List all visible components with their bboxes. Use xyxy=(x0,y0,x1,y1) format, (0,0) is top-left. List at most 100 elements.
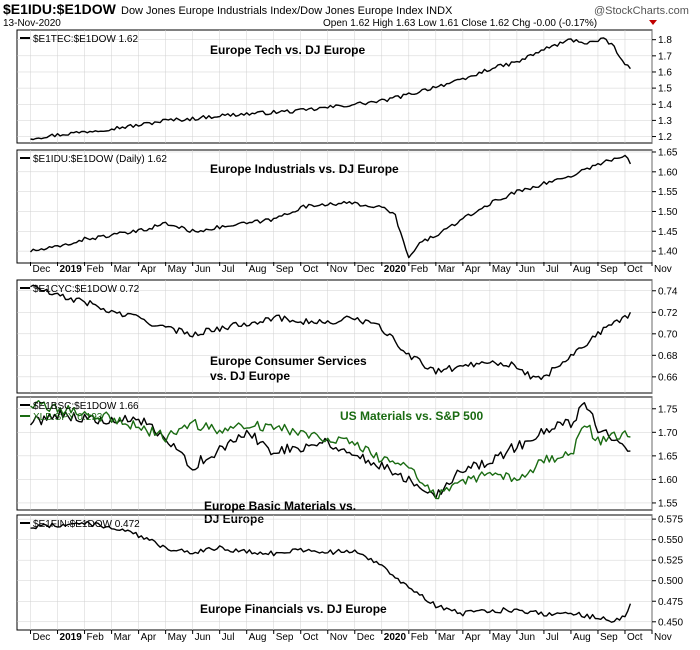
x-tick-label: Oct xyxy=(627,632,643,643)
panel-annotation: vs. DJ Europe xyxy=(210,369,290,383)
legend-label: $E1IDU:$E1DOW (Daily) 1.62 xyxy=(33,154,167,165)
x-tick-label: Apr xyxy=(141,632,157,643)
x-tick-label: 2019 xyxy=(60,632,83,643)
y-tick-label: 0.68 xyxy=(658,351,678,362)
y-tick-label: 1.40 xyxy=(658,247,678,258)
y-tick-label: 1.55 xyxy=(658,498,678,509)
x-tick-label: Feb xyxy=(87,264,105,275)
x-tick-label: Jul xyxy=(222,632,235,643)
x-tick-label: 2019 xyxy=(60,264,83,275)
x-tick-label: Jul xyxy=(546,264,559,275)
x-tick-label: Oct xyxy=(627,264,643,275)
legend-label: $E1CYC:$E1DOW 0.72 xyxy=(33,284,140,295)
y-tick-label: 1.75 xyxy=(658,404,678,415)
x-tick-label: May xyxy=(492,632,511,643)
y-tick-label: 0.72 xyxy=(658,308,678,319)
x-tick-label: Sep xyxy=(276,264,294,275)
x-tick-label: Jul xyxy=(222,264,235,275)
legend-label: $E1BSC:$E1DOW 1.66 xyxy=(33,401,139,412)
x-tick-label: Aug xyxy=(249,264,267,275)
x-tick-label: Mar xyxy=(114,264,132,275)
panel-1-series-1-line xyxy=(30,37,631,141)
x-tick-label: 2020 xyxy=(384,632,407,643)
y-tick-label: 0.525 xyxy=(658,556,683,567)
x-tick-label: Mar xyxy=(438,264,456,275)
x-tick-label: Aug xyxy=(573,264,591,275)
header-date: 13-Nov-2020 xyxy=(3,18,61,29)
y-tick-label: 0.450 xyxy=(658,617,683,628)
y-tick-label: 1.70 xyxy=(658,428,678,439)
panel-3-frame xyxy=(16,279,653,394)
x-tick-label: May xyxy=(168,632,187,643)
y-tick-label: 0.550 xyxy=(658,535,683,546)
y-tick-label: 0.70 xyxy=(658,329,678,340)
x-tick-label: Feb xyxy=(411,264,429,275)
plot-area: 1.2 1.3 1.4 1.5 1.6 1.7 1.8 $E1TEC:$E1DOW 1.62 E… xyxy=(16,29,683,643)
panel-4-series-1-line xyxy=(29,402,631,499)
x-tick-label: Feb xyxy=(411,632,429,643)
y-tick-label: 0.500 xyxy=(658,576,683,587)
x-tick-label: Apr xyxy=(141,264,157,275)
y-tick-label: 1.4 xyxy=(658,100,672,111)
y-tick-label: 1.50 xyxy=(658,207,678,218)
x-tick-label: Dec xyxy=(357,264,375,275)
x-tick-label: Apr xyxy=(465,632,481,643)
y-tick-label: 0.575 xyxy=(658,515,683,526)
y-tick-label: 1.3 xyxy=(658,116,672,127)
panel-4-series-2-line xyxy=(30,400,631,500)
header-ohlc: Open 1.62 High 1.63 Low 1.61 Close 1.62 … xyxy=(323,18,597,29)
y-tick-label: 1.7 xyxy=(658,51,672,62)
x-tick-label: Oct xyxy=(303,632,319,643)
y-tick-label: 1.65 xyxy=(658,147,678,158)
y-tick-label: 1.55 xyxy=(658,187,678,198)
panel-2-series-1-line xyxy=(29,154,632,259)
y-tick-label: 1.5 xyxy=(658,84,672,95)
x-tick-label: Sep xyxy=(600,632,618,643)
x-tick-label: Nov xyxy=(330,632,348,643)
panel-annotation: Europe Financials vs. DJ Europe xyxy=(200,602,387,616)
watermark: @StockCharts.com xyxy=(594,5,689,17)
x-tick-label: Mar xyxy=(114,632,132,643)
y-tick-label: 1.6 xyxy=(658,67,672,78)
x-tick-label: Jun xyxy=(519,264,535,275)
x-tick-label: Sep xyxy=(600,264,618,275)
x-tick-label: Sep xyxy=(276,632,294,643)
x-tick-label: Jun xyxy=(519,632,535,643)
panel-annotation: Europe Industrials vs. DJ Europe xyxy=(210,162,399,176)
header-symbol: $E1IDU:$E1DOW xyxy=(3,1,117,17)
legend-label: XLB:SPY 0.193 xyxy=(33,412,103,423)
y-tick-label: 1.60 xyxy=(658,475,678,486)
panel-annotation: Europe Consumer Services xyxy=(210,354,367,368)
legend-label: $E1TEC:$E1DOW 1.62 xyxy=(33,34,138,45)
y-tick-label: 0.74 xyxy=(658,286,678,297)
x-tick-label: May xyxy=(168,264,187,275)
y-tick-label: 0.475 xyxy=(658,597,683,608)
y-tick-label: 1.2 xyxy=(658,132,672,143)
x-tick-label: Dec xyxy=(357,632,375,643)
x-tick-label: Oct xyxy=(303,264,319,275)
x-tick-label: Nov xyxy=(654,632,672,643)
x-tick-label: May xyxy=(492,264,511,275)
down-arrow-icon xyxy=(649,20,657,25)
header-description: Dow Jones Europe Industrials Index/Dow J… xyxy=(121,5,453,17)
panel-annotation: Europe Tech vs. DJ Europe xyxy=(210,43,365,57)
legend-label: $E1FIN:$E1DOW 0.472 xyxy=(33,519,140,530)
y-tick-label: 1.8 xyxy=(658,35,672,46)
x-tick-label: Dec xyxy=(33,264,51,275)
x-tick-label: 2020 xyxy=(384,264,407,275)
panel-annotation-2: US Materials vs. S&P 500 xyxy=(340,409,484,423)
y-tick-label: 1.45 xyxy=(658,227,678,238)
x-tick-label: Dec xyxy=(33,632,51,643)
panel-annotation: Europe Basic Materials vs. xyxy=(204,499,356,513)
x-tick-label: Aug xyxy=(573,632,591,643)
panel-4-frame xyxy=(16,396,653,511)
y-tick-label: 1.60 xyxy=(658,167,678,178)
x-tick-label: Apr xyxy=(465,264,481,275)
x-tick-label: Nov xyxy=(330,264,348,275)
x-tick-label: Aug xyxy=(249,632,267,643)
x-tick-label: Mar xyxy=(438,632,456,643)
y-tick-label: 1.65 xyxy=(658,451,678,462)
y-tick-label: 0.66 xyxy=(658,372,678,383)
x-tick-label: Jun xyxy=(195,264,211,275)
